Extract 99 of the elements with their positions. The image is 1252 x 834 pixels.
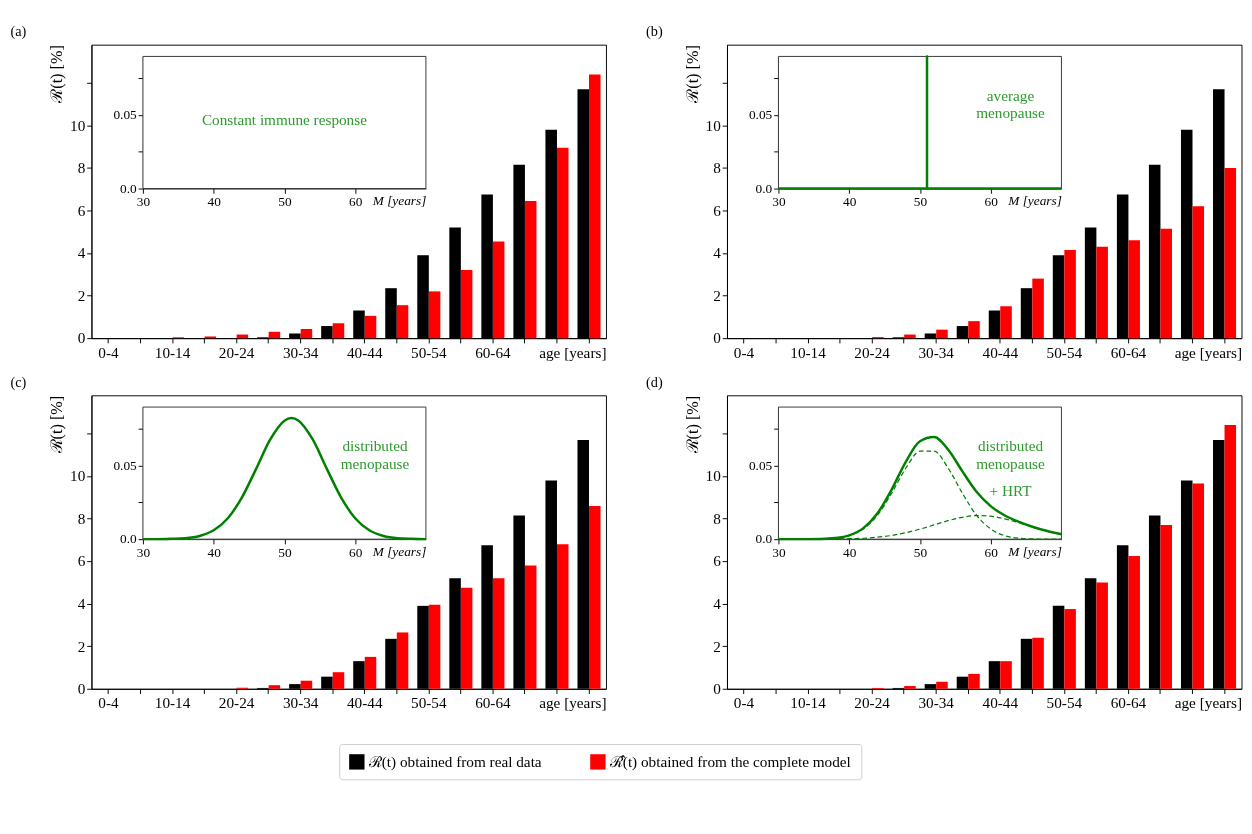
y-tick-label: 4 [77,594,86,612]
y-tick-label: 0.05 [113,107,138,123]
x-tick-label: 10-14 [154,694,191,712]
x-tick-label: 0-4 [733,694,755,712]
x-tick-label: 0-4 [98,343,119,361]
y-tick-label: 10 [705,467,722,485]
x-tick-label: 60 [984,194,999,210]
y-tick-label: 4 [713,594,722,612]
y-tick-label: 0 [713,680,722,698]
y-tick-label: 10 [705,116,722,134]
annotation: distributed menopause [340,437,410,472]
y-tick-label: 0.05 [748,107,773,123]
x-axis-title: age [years] [1174,694,1242,712]
y-tick-label: 2 [713,286,721,304]
x-tick-label: 10-14 [154,343,191,361]
x-tick-label: 60 [348,194,363,210]
y-tick-label: 2 [713,637,721,655]
y-tick-label: 0 [77,680,86,698]
y-tick-label: 8 [77,159,86,177]
x-tick-label: 40-44 [346,694,383,712]
x-tick-label: 50 [278,194,292,210]
x-tick-label: 60 [984,544,999,560]
x-tick-label: 0-4 [98,694,119,712]
chart-title: (d) [646,373,663,391]
y-tick-label: 0.0 [755,531,773,547]
x-tick-label: 10-14 [790,694,827,712]
x-tick-label: 50 [278,544,292,560]
y-tick-label: 0.0 [755,180,773,196]
y-tick-label: 2 [77,286,86,304]
x-tick-label: 30-34 [282,694,319,712]
annotation: distributed menopause [976,437,1045,472]
y-axis-title: ℛ(t) [%] [48,45,67,104]
x-axis-title: age [years] [1174,343,1242,361]
x-axis-title: age [years] [539,694,607,712]
x-tick-label: 40-44 [982,343,1019,361]
y-tick-label: 10 [70,116,86,134]
x-tick-label: 60 [348,544,363,560]
x-tick-label: 60-64 [475,694,512,712]
y-axis-title: ℛ(t) [%] [683,45,702,104]
y-tick-label: 0.0 [120,180,138,196]
chart-title: (c) [10,373,27,391]
y-tick-label: 10 [70,467,86,485]
x-tick-label: 10-14 [790,343,827,361]
x-tick-label: 20-24 [854,694,891,712]
y-tick-label: 0.0 [120,531,138,547]
x-tick-label: 30-34 [282,343,319,361]
chart-title: (a) [10,23,27,41]
annotation: average menopause [976,86,1045,121]
x-tick-label: 60-64 [1110,694,1147,712]
x-tick-label: 30 [136,194,151,210]
x-axis-title: age [years] [539,343,607,361]
y-tick-label: 0 [713,329,722,347]
y-tick-label: 6 [713,201,722,219]
legend-label: ℛ(t) obtained from real data [367,752,542,771]
x-tick-label: 50-54 [411,343,447,361]
x-axis-title: M [years] [371,543,427,559]
y-tick-label: 4 [713,244,722,262]
y-tick-label: 8 [77,509,86,527]
x-tick-label: 20-24 [854,343,891,361]
y-tick-label: 2 [77,637,86,655]
chart-title: (b) [646,23,663,41]
x-tick-label: 50-54 [411,694,447,712]
x-tick-label: 40 [207,544,222,560]
x-tick-label: 20-24 [218,343,255,361]
x-tick-label: 40-44 [346,343,383,361]
x-tick-label: 30 [136,544,151,560]
x-tick-label: 40-44 [982,694,1019,712]
legend-label: ℛ̂(t) obtained from the complete model [608,752,851,771]
x-axis-title: M [years] [371,193,427,209]
y-axis-title: ℛ(t) [%] [683,395,702,455]
y-tick-label: 0.05 [113,458,138,474]
y-tick-label: 6 [713,552,722,570]
x-axis-title: M [years] [1007,543,1062,559]
annotation: Constant immune response [201,110,368,128]
x-tick-label: 50-54 [1046,343,1083,361]
y-tick-label: 8 [713,509,722,527]
x-tick-label: 40 [207,194,222,210]
x-tick-label: 20-24 [218,694,255,712]
x-tick-label: 30 [772,544,786,560]
x-tick-label: 50 [913,544,928,560]
x-tick-label: 30-34 [918,694,955,712]
x-tick-label: 40 [843,194,857,210]
y-tick-label: 4 [77,244,86,262]
y-tick-label: 6 [77,552,86,570]
x-tick-label: 50-54 [1046,694,1083,712]
y-tick-label: 0 [77,329,86,347]
x-tick-label: 30-34 [918,343,955,361]
x-tick-label: 60-64 [1110,343,1147,361]
x-tick-label: 50 [913,194,928,210]
x-axis-title: M [years] [1007,193,1062,209]
x-tick-label: 30 [772,194,786,210]
x-tick-label: 60-64 [475,343,512,361]
annotation: + HRT [989,482,1033,500]
x-tick-label: 40 [843,544,857,560]
y-tick-label: 0.05 [748,458,773,474]
y-tick-label: 6 [77,201,86,219]
y-axis-title: ℛ(t) [%] [48,395,67,455]
y-tick-label: 8 [713,159,722,177]
x-tick-label: 0-4 [733,343,755,361]
